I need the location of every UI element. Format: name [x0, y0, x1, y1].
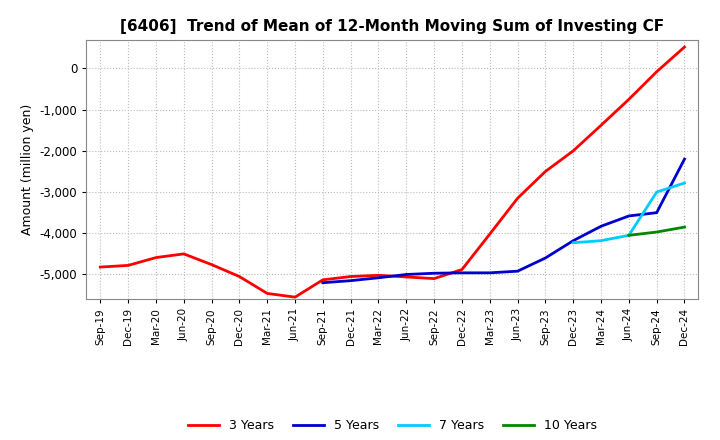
5 Years — [458, 270, 467, 275]
Y-axis label: Amount (million yen): Amount (million yen) — [21, 104, 34, 235]
5 Years — [485, 270, 494, 275]
5 Years — [541, 255, 550, 260]
3 Years — [235, 274, 243, 279]
3 Years — [430, 276, 438, 281]
3 Years — [513, 196, 522, 201]
Legend: 3 Years, 5 Years, 7 Years, 10 Years: 3 Years, 5 Years, 7 Years, 10 Years — [183, 414, 602, 437]
Line: 7 Years: 7 Years — [573, 183, 685, 243]
5 Years — [624, 213, 633, 219]
7 Years — [624, 233, 633, 238]
7 Years — [569, 240, 577, 246]
3 Years — [569, 148, 577, 154]
7 Years — [597, 238, 606, 243]
5 Years — [652, 210, 661, 215]
7 Years — [680, 180, 689, 186]
5 Years — [597, 224, 606, 229]
10 Years — [680, 224, 689, 230]
Title: [6406]  Trend of Mean of 12-Month Moving Sum of Investing CF: [6406] Trend of Mean of 12-Month Moving … — [120, 19, 665, 34]
10 Years — [652, 229, 661, 235]
3 Years — [680, 44, 689, 50]
3 Years — [624, 97, 633, 102]
5 Years — [430, 271, 438, 276]
7 Years — [652, 190, 661, 195]
3 Years — [374, 273, 383, 278]
3 Years — [402, 274, 410, 279]
5 Years — [569, 238, 577, 243]
5 Years — [318, 280, 327, 286]
5 Years — [346, 278, 355, 283]
Line: 3 Years: 3 Years — [100, 47, 685, 297]
3 Years — [291, 294, 300, 300]
3 Years — [652, 69, 661, 74]
10 Years — [624, 233, 633, 238]
3 Years — [541, 169, 550, 174]
5 Years — [680, 157, 689, 162]
Line: 5 Years: 5 Years — [323, 159, 685, 283]
3 Years — [485, 231, 494, 237]
Line: 10 Years: 10 Years — [629, 227, 685, 235]
5 Years — [513, 268, 522, 274]
3 Years — [179, 251, 188, 257]
3 Years — [263, 291, 271, 296]
3 Years — [124, 263, 132, 268]
3 Years — [346, 274, 355, 279]
3 Years — [458, 267, 467, 272]
5 Years — [402, 272, 410, 277]
5 Years — [374, 275, 383, 280]
3 Years — [597, 123, 606, 128]
3 Years — [207, 262, 216, 267]
3 Years — [318, 277, 327, 282]
3 Years — [96, 264, 104, 270]
3 Years — [152, 255, 161, 260]
